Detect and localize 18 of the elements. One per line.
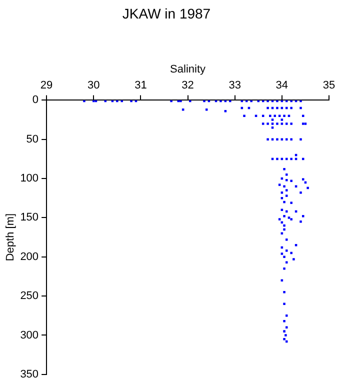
x-tick-label: 35	[322, 80, 336, 92]
y-tick-label: 50	[26, 133, 39, 146]
chart-title: JKAW in 1987	[122, 5, 211, 22]
y-tick-label: 250	[20, 290, 39, 302]
x-tick-label: 30	[88, 80, 100, 92]
x-tick-label: 34	[276, 80, 288, 92]
y-tick-label: 300	[20, 329, 39, 342]
x-tick-label: 33	[228, 80, 241, 92]
x-tick-label: 32	[182, 80, 194, 92]
y-axis-title: Depth [m]	[4, 213, 17, 262]
y-tick-label: 100	[20, 172, 39, 185]
y-tick-label: 0	[32, 94, 39, 106]
x-tick-label: 29	[40, 80, 53, 92]
y-tick-label: 350	[20, 368, 39, 380]
y-tick-label: 150	[20, 212, 39, 224]
y-tick-label: 200	[20, 250, 39, 263]
x-axis-title: Salinity	[170, 63, 206, 76]
x-tick-label: 31	[134, 80, 147, 92]
